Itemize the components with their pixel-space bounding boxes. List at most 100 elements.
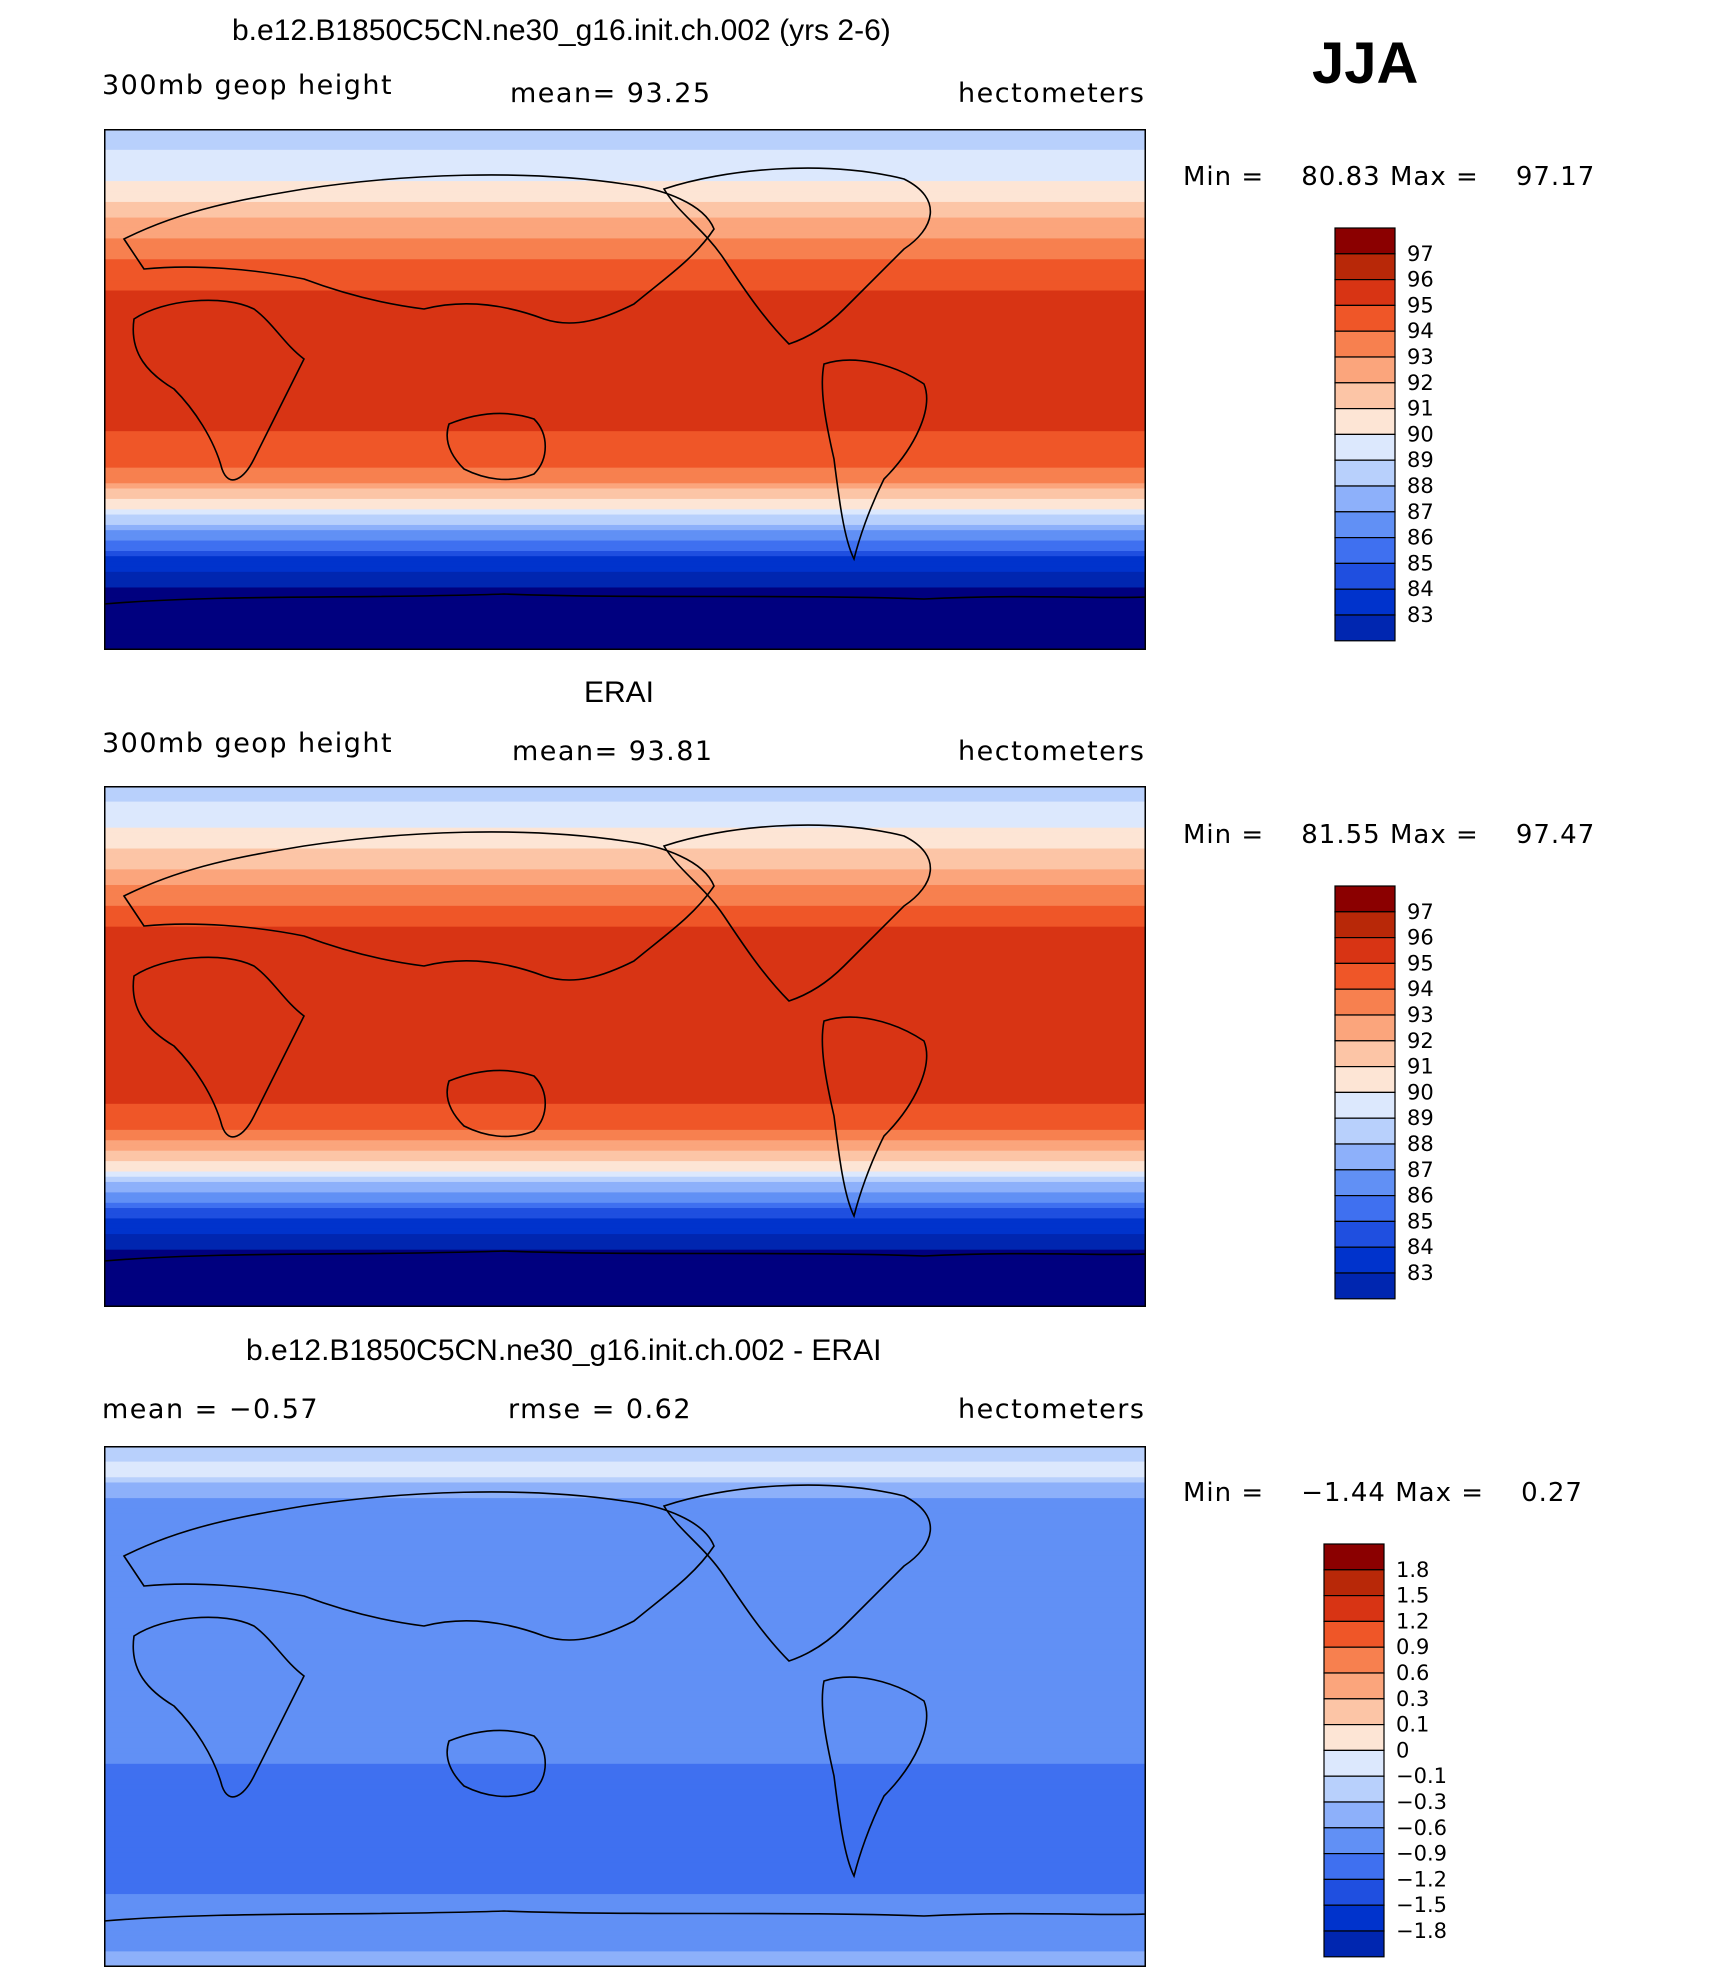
map-band [104, 1800, 1146, 1807]
colorbar-tick-label: 85 [1407, 1209, 1434, 1233]
map-band [104, 832, 1146, 839]
map-band [104, 952, 1146, 959]
colorbar-box [1334, 936, 1396, 964]
colorbar-box [1334, 962, 1396, 990]
colorbar-tick-label: 90 [1407, 1080, 1434, 1104]
map-band [104, 1098, 1146, 1105]
colorbar-tick-label: 85 [1407, 551, 1434, 575]
map-band [104, 1914, 1146, 1921]
map-band [104, 1062, 1146, 1068]
colorbar-box [1334, 1066, 1396, 1094]
colorbar-tick-label: 86 [1407, 526, 1434, 550]
map-band [104, 1836, 1146, 1843]
map-band [104, 1301, 1146, 1307]
map-band [104, 1925, 1146, 1932]
map-band [104, 639, 1146, 646]
map-band [104, 1852, 1146, 1859]
map-band [104, 389, 1146, 396]
map-band [104, 217, 1146, 224]
map-band [104, 1795, 1146, 1801]
map-band [104, 373, 1146, 380]
season-label: JJA [1312, 31, 1419, 96]
map-band [104, 1187, 1146, 1193]
map-band [104, 514, 1146, 521]
map-band [104, 613, 1146, 620]
map-band [104, 1664, 1146, 1671]
colorbar-box [1323, 1646, 1385, 1674]
coastline-segment [821, 1016, 928, 1219]
map-band [104, 233, 1146, 240]
colorbar-box [1334, 988, 1396, 1016]
coastline-segment [446, 412, 546, 481]
map-band [104, 129, 1146, 135]
map-band [104, 295, 1146, 302]
colorbar-tick-label: 95 [1407, 293, 1434, 317]
map-band [104, 1015, 1146, 1022]
colorbar-box [1323, 1594, 1385, 1622]
panel-2-max-label: Max = [1389, 820, 1479, 850]
colorbar-box [1323, 1698, 1385, 1726]
map-band [104, 843, 1146, 850]
map-band [104, 186, 1146, 193]
map-band [104, 1659, 1146, 1666]
map-band [104, 629, 1146, 635]
map-band [104, 1920, 1146, 1926]
map-band [104, 822, 1146, 829]
map-band [104, 577, 1146, 583]
map-band [104, 379, 1146, 385]
coastlines [104, 1484, 1146, 1922]
map-band [104, 644, 1146, 650]
map-band [104, 420, 1146, 427]
map-band [104, 1208, 1146, 1214]
map-band [104, 1461, 1146, 1468]
map-band [104, 1265, 1146, 1272]
map-band [104, 1030, 1146, 1037]
colorbar-tick-label: −1.5 [1396, 1893, 1447, 1917]
colorbar-tick-label: −0.9 [1396, 1842, 1447, 1866]
map-band [104, 1940, 1146, 1947]
panel-3-units-label: hectometers [958, 1394, 1146, 1425]
map-band [104, 498, 1146, 505]
panel-3-max-value: 0.27 [1521, 1478, 1583, 1508]
coastline-segment [821, 359, 928, 562]
map-band [104, 1857, 1146, 1864]
map-band [104, 457, 1146, 464]
map-band [104, 509, 1146, 516]
map-band [104, 1166, 1146, 1173]
map-band [104, 1617, 1146, 1624]
map-band [104, 353, 1146, 359]
colorbar-box [1334, 459, 1396, 487]
coastline-segment [104, 593, 1146, 605]
coastline-segment [122, 1491, 715, 1641]
colorbar-tick-label: 1.8 [1396, 1558, 1429, 1582]
map-band [104, 1004, 1146, 1011]
map-band [104, 1696, 1146, 1702]
map-band [104, 812, 1146, 818]
colorbar-tick-label: 94 [1407, 977, 1434, 1001]
map-band [104, 1670, 1146, 1676]
coastline-segment [821, 1676, 928, 1879]
map-band [104, 170, 1146, 177]
map-band [104, 1051, 1146, 1058]
panel-3-min-value: −1.44 [1301, 1478, 1386, 1508]
colorbar-tick-label: 94 [1407, 319, 1434, 343]
map-band [104, 415, 1146, 422]
map-band [104, 1234, 1146, 1240]
map-band [104, 347, 1146, 354]
coastlines [104, 167, 1146, 605]
map-band [104, 488, 1146, 495]
colorbar-box [1334, 885, 1396, 913]
map-band [104, 326, 1146, 333]
map-band [104, 1114, 1146, 1121]
map-band [104, 1140, 1146, 1147]
map-band [104, 905, 1146, 912]
panel-2-max-value: 97.47 [1515, 820, 1596, 850]
colorbar-tick-label: 97 [1407, 900, 1434, 924]
colorbar-box [1334, 330, 1396, 358]
coastline-segment [662, 1484, 932, 1662]
panel-3-max-label: Max = [1395, 1478, 1485, 1508]
map-band [104, 1161, 1146, 1167]
map-band [104, 1286, 1146, 1292]
colorbar-tick-label: 91 [1407, 397, 1434, 421]
